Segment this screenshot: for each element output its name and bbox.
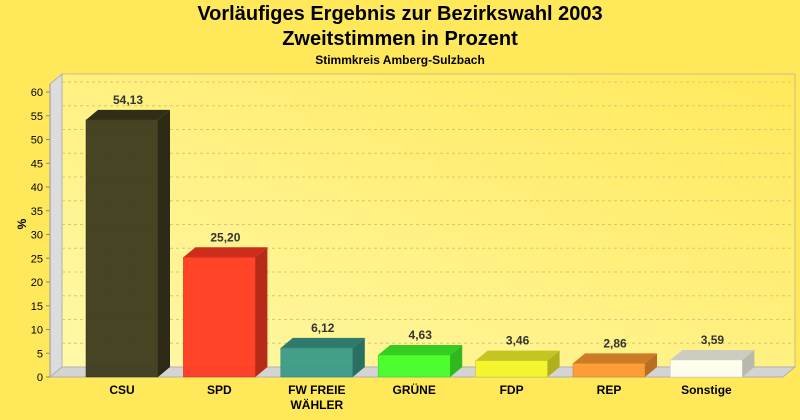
y-tick-label: 40 bbox=[31, 182, 43, 194]
bar-side bbox=[742, 349, 755, 377]
bar-GRÜNE bbox=[377, 354, 451, 378]
bar-side bbox=[645, 353, 657, 377]
bar-value-label: 4,63 bbox=[409, 328, 433, 342]
bar-value-label: 3,59 bbox=[701, 333, 725, 347]
y-tick-label: 45 bbox=[31, 158, 43, 170]
bar-top bbox=[86, 109, 170, 120]
bar-side bbox=[352, 337, 365, 377]
y-tick-label: 50 bbox=[31, 135, 43, 147]
y-tick-label: 5 bbox=[37, 348, 43, 360]
x-tick-label: SPD bbox=[207, 383, 232, 397]
x-tick-label: GRÜNE bbox=[393, 382, 436, 397]
bar-CSU bbox=[85, 119, 159, 378]
y-tick-label: 60 bbox=[31, 87, 43, 99]
y-tick-label: 35 bbox=[31, 206, 43, 218]
x-tick-label: Sonstige bbox=[681, 383, 732, 397]
bar-side bbox=[158, 109, 170, 377]
y-axis-label: % bbox=[15, 218, 29, 229]
bar-FW FREIE WÄHLER bbox=[280, 347, 354, 378]
bar-top bbox=[475, 350, 560, 361]
bar-side bbox=[255, 247, 268, 377]
bar-REP bbox=[572, 363, 646, 378]
x-tick-label: WÄHLER bbox=[290, 397, 343, 412]
chart-subtitle: Zweitstimmen in Prozent bbox=[282, 28, 518, 50]
bar-side bbox=[450, 345, 463, 377]
bar-top bbox=[573, 353, 657, 364]
bar-FDP bbox=[475, 360, 548, 378]
y-tick-label: 30 bbox=[31, 230, 43, 242]
y-tick-label: 0 bbox=[37, 372, 43, 384]
bar-top bbox=[183, 247, 268, 258]
bar-top bbox=[670, 349, 755, 360]
bar-value-label: 2,86 bbox=[603, 336, 627, 350]
bar-Sonstige bbox=[670, 359, 743, 378]
chart-title: Vorläufiges Ergebnis zur Bezirkswahl 200… bbox=[197, 3, 603, 25]
x-tick-label: REP bbox=[597, 383, 622, 397]
bar-top bbox=[378, 345, 463, 356]
plot-back-wall bbox=[61, 73, 796, 368]
y-tick-label: 25 bbox=[31, 253, 43, 265]
bar-side bbox=[547, 350, 560, 377]
bar-value-label: 3,46 bbox=[506, 334, 530, 348]
bar-value-label: 25,20 bbox=[210, 230, 240, 244]
y-tick-label: 55 bbox=[31, 111, 43, 123]
bar-top bbox=[280, 337, 365, 348]
plot-left-wall bbox=[49, 72, 63, 379]
chart-subsubtitle: Stimmkreis Amberg-Sulzbach bbox=[315, 53, 485, 67]
bar-SPD bbox=[183, 257, 256, 378]
x-tick-label: CSU bbox=[109, 383, 134, 397]
bar-value-label: 6,12 bbox=[311, 321, 335, 335]
y-tick-label: 10 bbox=[31, 325, 43, 337]
y-tick-label: 20 bbox=[31, 277, 43, 289]
y-tick-label: 15 bbox=[31, 301, 43, 313]
x-tick-label: FW FREIE bbox=[288, 383, 345, 397]
bar-value-label: 54,13 bbox=[113, 93, 143, 107]
x-tick-label: FDP bbox=[500, 383, 524, 397]
